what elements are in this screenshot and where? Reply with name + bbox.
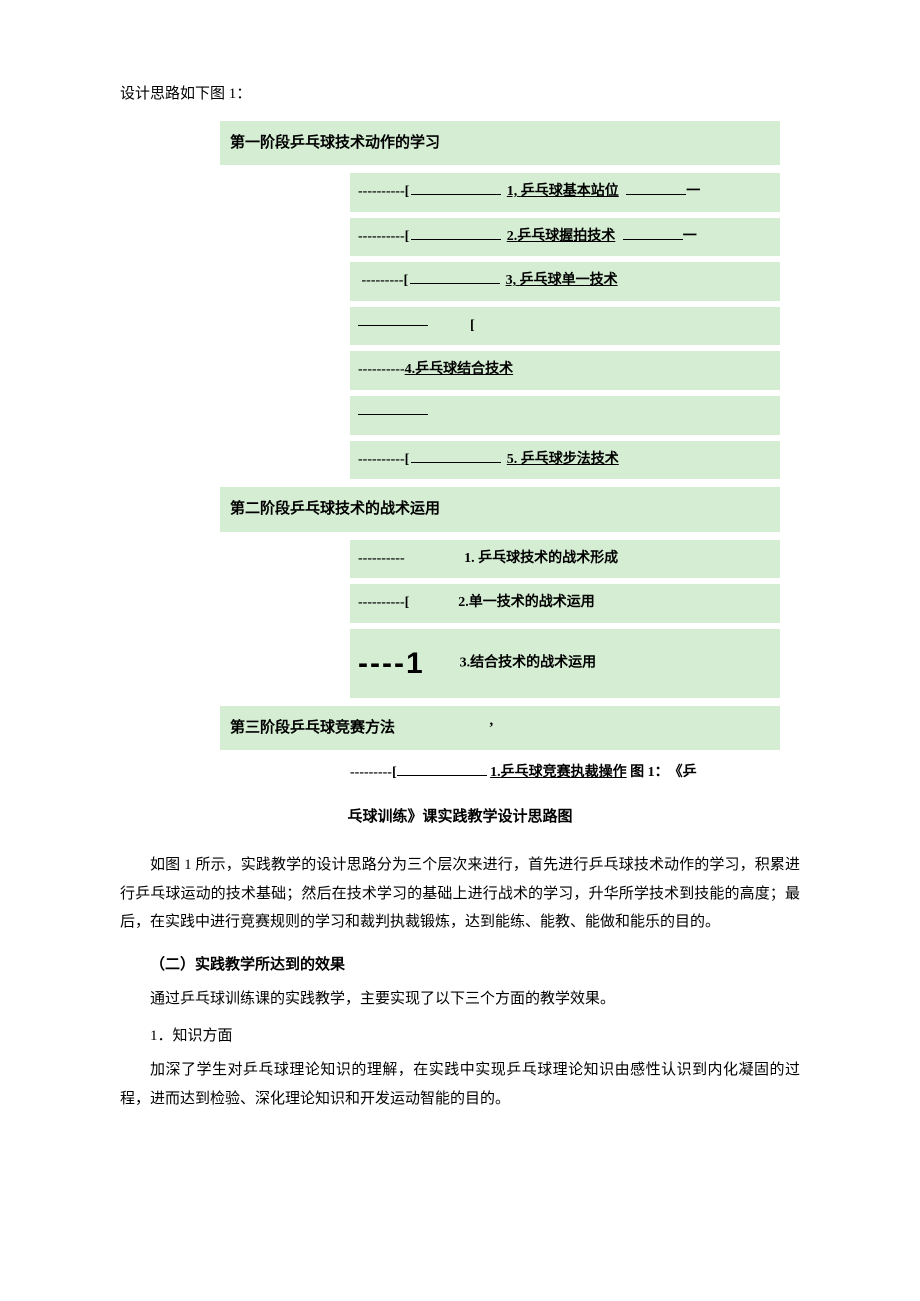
item-text: 结合技术的战术运用 [470,656,596,671]
paragraph: 如图 1 所示，实践教学的设计思路分为三个层次来进行，首先进行乒乓球技术动作的学… [120,851,800,937]
item-text: 乒乓球步法技术 [521,452,619,467]
item-num: 5. [507,452,518,467]
item-num: 3. [460,656,471,671]
document-page: 设计思路如下图 1： 第一阶段乒乓球技术动作的学习 ----------[ 1,… [0,0,920,1179]
item-num: 2. [507,229,518,244]
intro-text: 设计思路如下图 1： [120,80,800,109]
phase2-item: ---------- 1. 乒乓球技术的战术形成 [350,540,780,579]
diagram-caption: 乓球训练》课实践教学设计思路图 [120,803,800,832]
phase3-header: 第三阶段乒乓球竞赛方法 ’ [220,706,780,751]
item-num: 4. [405,362,416,377]
item-trail: 一 [686,184,700,199]
item-text: 乒乓球竞赛执裁操作 [501,765,627,780]
diagram-caption-tail: ---------[ 1.乒乓球竞赛执裁操作 图 1： 《乒 [350,760,800,787]
item-num: 3, [506,273,517,288]
phase1-item: ----------[ 5. 乒乓球步法技术 [350,441,780,480]
phase1-item: ---------[ 3, 乒乓球单一技术 [350,262,780,301]
phase1-item: ----------4.乒乓球结合技术 [350,351,780,390]
phase2-items: ---------- 1. 乒乓球技术的战术形成 ----------[ 2.单… [350,540,780,698]
paragraph: 加深了学生对乒乓球理论知识的理解，在实践中实现乒乓球理论知识由感性认识到内化凝固… [120,1056,800,1113]
item-num: 1. [490,765,501,780]
phase1-header: 第一阶段乒乓球技术动作的学习 [220,121,780,166]
phase2-header: 第二阶段乒乓球技术的战术运用 [220,487,780,532]
subsection-heading: 1．知识方面 [120,1022,800,1051]
item-num: 1. [464,551,475,566]
phase1-items: ----------[ 1, 乒乓球基本站位 一 ----------[ 2.乒… [350,173,780,479]
section-heading: （二）实践教学所达到的效果 [120,951,800,980]
item-text: 乒乓球结合技术 [415,362,513,377]
phase2-item: ----1 3.结合技术的战术运用 [350,629,780,698]
item-text: 乒乓球握拍技术 [517,229,615,244]
paragraph: 通过乒乓球训练课的实践教学，主要实现了以下三个方面的教学效果。 [120,985,800,1014]
item-text: 乒乓球单一技术 [520,273,618,288]
phase3-title-text: 第三阶段乒乓球竞赛方法 [230,720,395,736]
spacer-row [350,396,780,435]
phase2-item: ----------[ 2.单一技术的战术运用 [350,584,780,623]
caption-prefix: 图 1： 《乒 [630,765,697,780]
spacer-row: [ [350,307,780,346]
item-num: 1, [507,184,518,199]
phase1-item: ----------[ 2.乒乓球握拍技术 一 [350,218,780,257]
item-text: 乒乓球基本站位 [521,184,619,199]
item-text: 单一技术的战术运用 [469,595,595,610]
design-diagram: 第一阶段乒乓球技术动作的学习 ----------[ 1, 乒乓球基本站位 一 … [220,121,780,751]
item-num: 2. [458,595,469,610]
item-trail: 一 [683,229,697,244]
phase1-item: ----------[ 1, 乒乓球基本站位 一 [350,173,780,212]
item-text: 乒乓球技术的战术形成 [478,551,618,566]
